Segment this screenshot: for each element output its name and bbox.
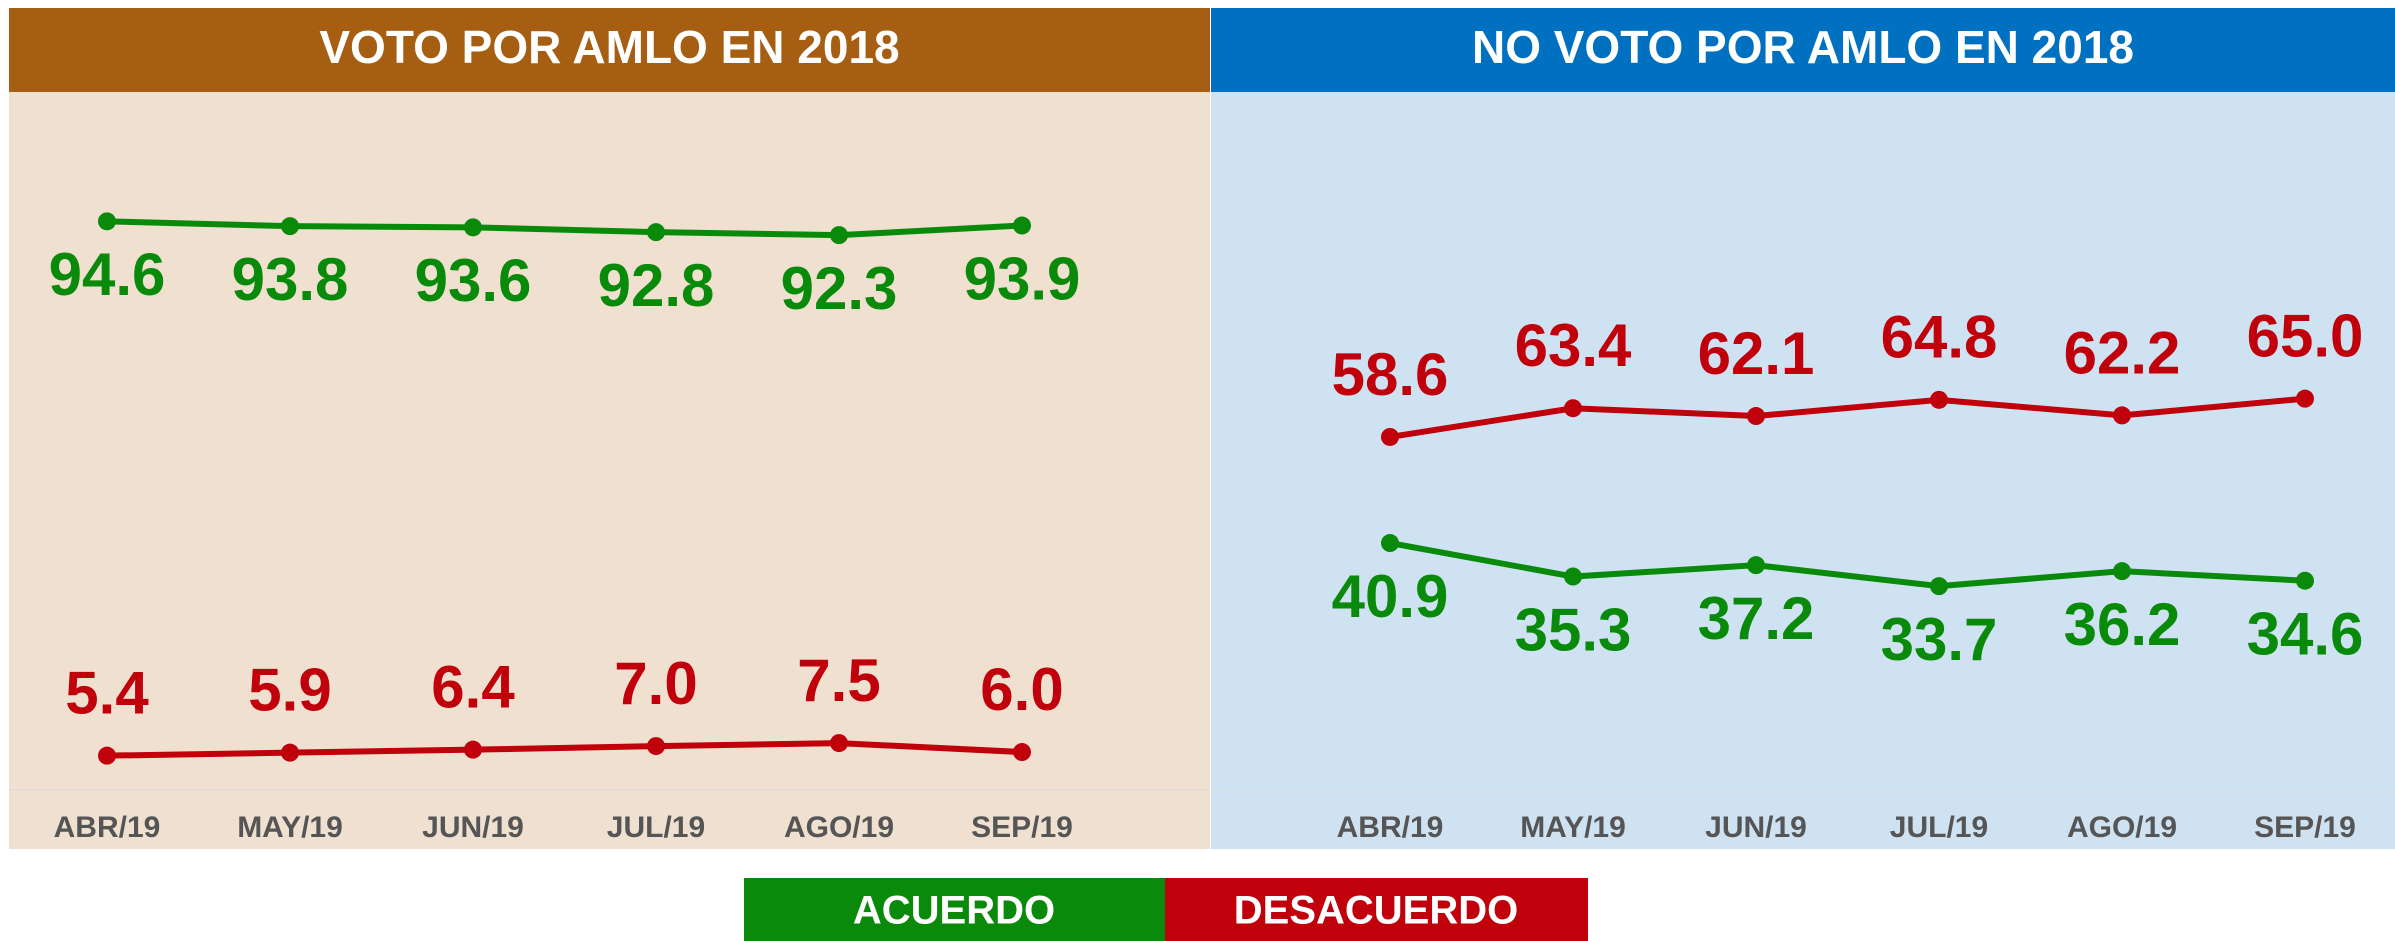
data-label: 58.6 <box>1332 341 1449 408</box>
data-label: 33.7 <box>1881 606 1998 673</box>
data-label: 6.0 <box>980 656 1063 723</box>
data-label: 34.6 <box>2247 601 2364 668</box>
data-point <box>647 223 665 242</box>
series-line <box>1389 395 2306 440</box>
data-point <box>1747 556 1765 575</box>
data-label: 40.9 <box>1332 563 1449 630</box>
panel-background <box>9 92 1210 849</box>
legend-box-desacuerdo <box>1165 878 1588 941</box>
data-label: 7.5 <box>797 647 880 714</box>
data-label: 6.4 <box>431 654 515 721</box>
panel-title: NO VOTO POR AMLO EN 2018 <box>1472 21 2134 73</box>
x-tick-label: JUL/19 <box>607 811 705 844</box>
data-label: 93.8 <box>232 246 349 313</box>
series-line <box>1389 540 2306 590</box>
panel-header <box>1211 8 2395 92</box>
data-point <box>1013 743 1031 762</box>
legend-label: DESACUERDO <box>1234 889 1518 933</box>
data-point <box>98 746 116 765</box>
data-point <box>1564 399 1582 418</box>
data-label: 5.4 <box>65 659 149 726</box>
data-point <box>1013 216 1031 235</box>
x-tick-label: JUN/19 <box>422 811 524 844</box>
data-point <box>2113 406 2131 425</box>
data-point <box>1930 390 1948 409</box>
data-label: 36.2 <box>2064 591 2181 658</box>
legend-label: ACUERDO <box>853 889 1055 933</box>
data-point <box>1564 567 1582 586</box>
data-point <box>830 226 848 245</box>
x-tick-label: AGO/19 <box>784 811 894 844</box>
x-tick-label: JUL/19 <box>1890 811 1988 844</box>
data-point <box>2296 571 2314 590</box>
series-line <box>106 218 1023 239</box>
data-label: 7.0 <box>614 650 697 717</box>
data-label: 37.2 <box>1698 585 1815 652</box>
x-tick-label: ABR/19 <box>1337 811 1444 844</box>
x-tick-label: MAY/19 <box>1520 811 1626 844</box>
data-point <box>647 737 665 756</box>
data-point <box>98 212 116 231</box>
data-label: 62.1 <box>1698 320 1815 387</box>
data-label: 65.0 <box>2247 302 2364 369</box>
data-label: 93.6 <box>415 247 532 314</box>
x-tick-label: AGO/19 <box>2067 811 2177 844</box>
panel-background <box>1211 92 2395 849</box>
data-point <box>1381 534 1399 553</box>
x-tick-label: SEP/19 <box>2254 811 2356 844</box>
data-label: 94.6 <box>49 241 166 308</box>
x-tick-label: JUN/19 <box>1705 811 1807 844</box>
data-point <box>464 218 482 237</box>
series-line <box>106 740 1023 759</box>
data-point <box>1930 577 1948 596</box>
data-label: 35.3 <box>1515 596 1632 663</box>
data-point <box>281 217 299 236</box>
x-tick-label: SEP/19 <box>971 811 1073 844</box>
data-label: 93.9 <box>964 245 1081 312</box>
data-point <box>1381 427 1399 446</box>
data-label: 63.4 <box>1515 312 1632 379</box>
x-tick-label: ABR/19 <box>54 811 161 844</box>
panel-title: VOTO POR AMLO EN 2018 <box>319 21 899 73</box>
data-point <box>464 740 482 759</box>
data-label: 92.3 <box>781 255 898 322</box>
legend-box-acuerdo <box>744 878 1165 941</box>
data-point <box>1747 407 1765 426</box>
data-label: 62.2 <box>2064 319 2181 386</box>
data-label: 92.8 <box>598 252 715 319</box>
data-point <box>830 734 848 753</box>
data-point <box>281 743 299 762</box>
panel-header <box>9 8 1210 92</box>
data-point <box>2113 562 2131 581</box>
data-label: 5.9 <box>248 657 331 724</box>
data-label: 64.8 <box>1881 304 1998 371</box>
data-point <box>2296 389 2314 408</box>
x-tick-label: MAY/19 <box>237 811 343 844</box>
